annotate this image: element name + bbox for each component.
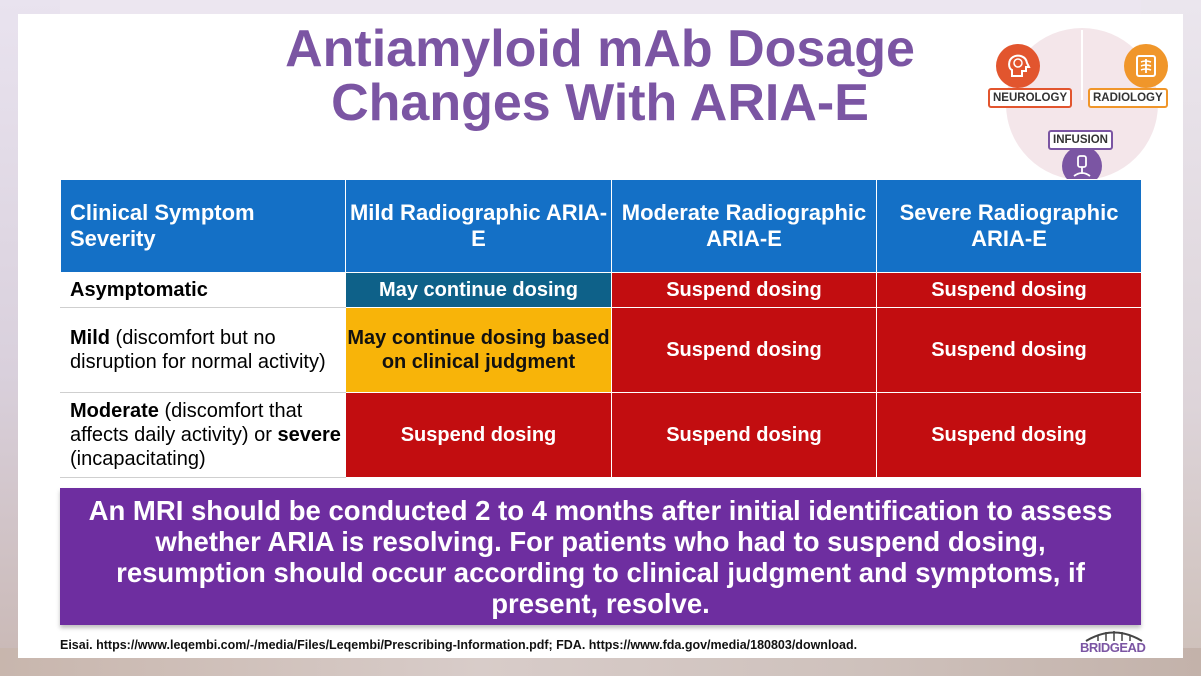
dosage-table: Clinical Symptom Severity Mild Radiograp… xyxy=(60,179,1142,478)
bridge-arch-icon xyxy=(1085,631,1143,642)
header-moderate-aria: Moderate Radiographic ARIA-E xyxy=(611,179,877,273)
infusion-tag: INFUSION xyxy=(1048,130,1113,150)
title-line-2: Changes With ARIA-E xyxy=(331,74,869,132)
logo-divider xyxy=(1081,30,1083,100)
cell-continue-dosing: May continue dosing xyxy=(345,272,612,308)
row-label-bold: Moderate xyxy=(70,400,159,422)
row-label-bold: Mild xyxy=(70,327,110,349)
cell-suspend-dosing: Suspend dosing xyxy=(876,272,1142,308)
table-row: Mild (discomfort but no disruption for n… xyxy=(60,307,1142,393)
slide-title: Antiamyloid mAb Dosage Changes With ARIA… xyxy=(180,22,1020,130)
header-symptom-severity: Clinical Symptom Severity xyxy=(60,179,346,273)
brand-name: BRIDGEAD xyxy=(1080,640,1146,655)
cell-suspend-dosing: Suspend dosing xyxy=(611,392,877,478)
specialty-logo: NEUROLOGY RADIOLOGY INFUSION xyxy=(984,28,1184,198)
row-label-moderate-severe: Moderate (discomfort that affects daily … xyxy=(60,392,346,478)
cell-suspend-dosing: Suspend dosing xyxy=(876,392,1142,478)
row-label-detail: (discomfort but no disruption for normal… xyxy=(70,327,326,373)
xray-chest-icon xyxy=(1124,44,1168,88)
title-line-1: Antiamyloid mAb Dosage xyxy=(285,20,915,78)
table-header-row: Clinical Symptom Severity Mild Radiograp… xyxy=(60,179,1142,273)
row-label-detail: (discomfort that affects daily activity)… xyxy=(70,400,303,446)
header-mild-aria: Mild Radiographic ARIA-E xyxy=(345,179,612,273)
mri-guidance-callout: An MRI should be conducted 2 to 4 months… xyxy=(60,488,1141,625)
table-row: Moderate (discomfort that affects daily … xyxy=(60,392,1142,478)
callout-text: An MRI should be conducted 2 to 4 months… xyxy=(88,494,1113,619)
cell-suspend-dosing: Suspend dosing xyxy=(611,307,877,393)
header-severe-aria: Severe Radiographic ARIA-E xyxy=(876,179,1142,273)
brain-head-icon xyxy=(996,44,1040,88)
row-label-bold-2: severe xyxy=(277,424,341,446)
cell-suspend-dosing: Suspend dosing xyxy=(345,392,612,478)
row-label-asymptomatic: Asymptomatic xyxy=(60,272,346,308)
cell-suspend-dosing: Suspend dosing xyxy=(611,272,877,308)
cell-continue-with-judgment: May continue dosing based on clinical ju… xyxy=(345,307,612,393)
reference-citation: Eisai. https://www.leqembi.com/-/media/F… xyxy=(60,638,858,652)
brand-logo: BRIDGEAD xyxy=(1078,628,1148,658)
radiology-tag: RADIOLOGY xyxy=(1088,88,1168,108)
cell-suspend-dosing: Suspend dosing xyxy=(876,307,1142,393)
row-label-mild: Mild (discomfort but no disruption for n… xyxy=(60,307,346,393)
row-label-detail-2: (incapacitating) xyxy=(70,448,206,470)
neurology-tag: NEUROLOGY xyxy=(988,88,1073,108)
table-row: Asymptomatic May continue dosing Suspend… xyxy=(60,272,1142,308)
row-label-bold: Asymptomatic xyxy=(70,279,208,301)
